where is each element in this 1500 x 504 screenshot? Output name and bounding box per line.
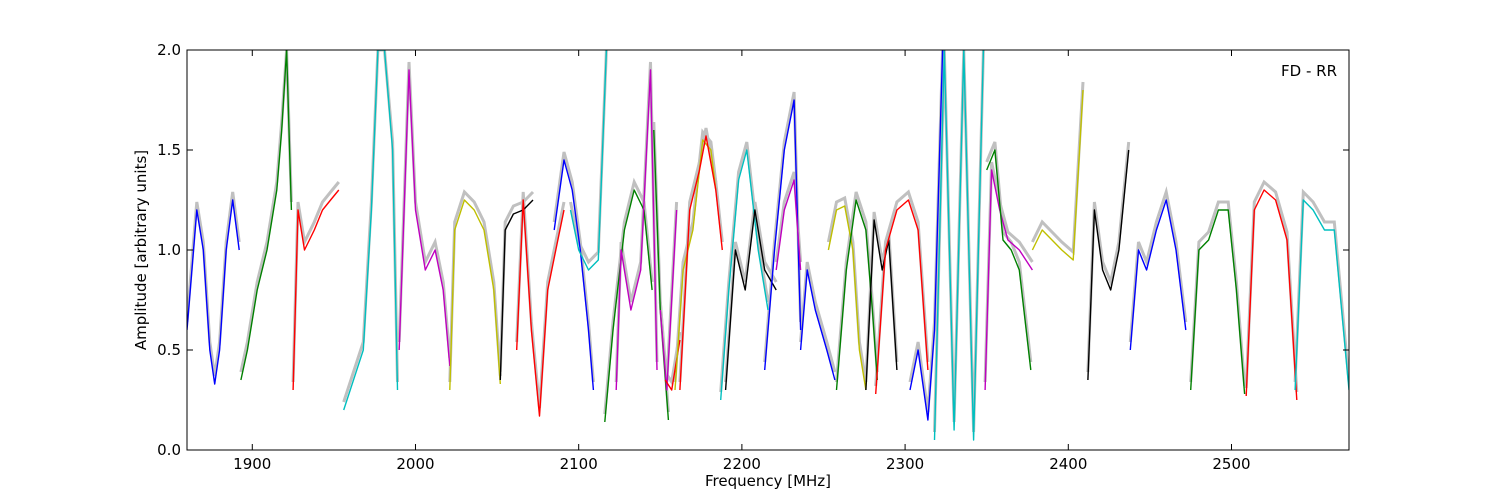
series-segment-29 [986, 149, 1032, 371]
series-segment-33 [1190, 209, 1246, 395]
series-segment-28 [984, 169, 1033, 391]
series-segment-11 [615, 69, 658, 391]
series-segment-9 [569, 50, 608, 271]
envelope-segment-2 [291, 181, 340, 383]
series-segment-15 [674, 139, 717, 391]
series-segment-27 [933, 50, 985, 441]
envelope-segment-28 [983, 161, 1034, 383]
y-tick-label: 1.5 [157, 141, 181, 159]
x-tick-label: 2300 [886, 455, 924, 473]
x-axis-ticks: 1900 2000 2100 2200 2300 2400 2500 [233, 50, 1251, 473]
envelope-segment-31 [1086, 141, 1131, 373]
envelope-segment-4 [397, 61, 452, 359]
series-segment-0 [187, 199, 240, 385]
envelope-segment-33 [1189, 200, 1247, 387]
envelope-segment-5 [448, 189, 502, 383]
series-segment-25 [875, 199, 929, 395]
series-segment-31 [1087, 149, 1130, 381]
series-segment-30 [1031, 89, 1084, 261]
x-tick-label: 2000 [396, 455, 434, 473]
envelope-segment-0 [187, 191, 241, 377]
series-segment-8 [553, 159, 595, 391]
series-segment-23 [835, 199, 878, 391]
y-tick-label: 0.5 [157, 341, 181, 359]
series-segment-19 [764, 99, 802, 371]
series-segment-18 [724, 209, 777, 391]
x-axis-label: Frequency [MHz] [705, 472, 831, 490]
series-segment-3 [343, 50, 399, 411]
series-segment-6 [499, 199, 534, 381]
series-layer [187, 50, 1349, 441]
x-tick-label: 2100 [560, 455, 598, 473]
series-segment-35 [1294, 199, 1349, 391]
y-axis-ticks: 0.0 0.5 1.0 1.5 2.0 [157, 41, 1349, 459]
y-tick-label: 2.0 [157, 41, 181, 59]
envelope-segment-7 [515, 191, 566, 409]
series-segment-21 [799, 269, 836, 381]
x-tick-label: 2200 [723, 455, 761, 473]
series-segment-4 [398, 69, 451, 367]
series-segment-10 [604, 189, 653, 423]
envelope-segment-22 [826, 195, 868, 383]
y-tick-label: 0.0 [157, 441, 181, 459]
y-axis-label: Amplitude [arbitrary units] [132, 150, 150, 350]
envelope-segment-35 [1293, 188, 1349, 383]
series-segment-32 [1129, 199, 1187, 351]
plot-annotation: FD - RR [1281, 62, 1337, 80]
envelope-segment-9 [569, 50, 608, 265]
series-segment-34 [1245, 189, 1298, 401]
series-segment-26 [909, 50, 944, 421]
series-segment-17 [720, 149, 769, 401]
series-segment-24 [865, 219, 898, 391]
y-tick-label: 1.0 [157, 241, 181, 259]
series-segment-16 [679, 135, 723, 391]
series-segment-2 [292, 189, 340, 391]
series-segment-5 [449, 199, 501, 391]
series-segment-13 [659, 209, 678, 391]
envelope-segment-32 [1128, 186, 1188, 343]
series-segment-1 [240, 50, 293, 381]
series-segment-20 [775, 179, 802, 271]
x-tick-label: 2500 [1212, 455, 1250, 473]
envelope-segment-10 [603, 177, 654, 415]
plot-frame [186, 49, 1350, 451]
series-segment-7 [516, 199, 565, 417]
series-segment-22 [827, 205, 867, 391]
x-tick-label: 2400 [1049, 455, 1087, 473]
x-tick-label: 1900 [233, 455, 271, 473]
